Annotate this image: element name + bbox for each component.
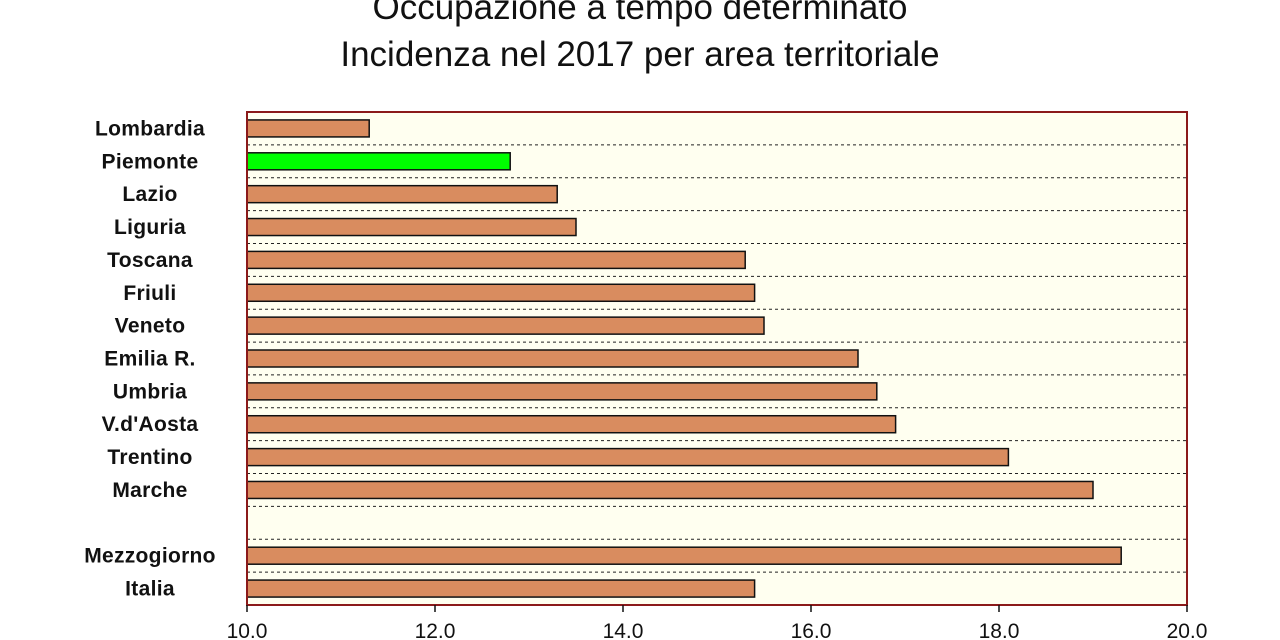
category-label: Lazio [122, 183, 177, 206]
category-label: Liguria [114, 216, 186, 239]
bar [246, 447, 1010, 467]
bar [246, 546, 1122, 565]
bar [246, 119, 370, 138]
x-tick-label: 10.0 [227, 620, 268, 640]
bar [246, 152, 511, 171]
category-label: Veneto [115, 315, 186, 338]
category-label: Piemonte [102, 150, 199, 173]
category-label: Toscana [107, 249, 193, 272]
category-label: Friuli [123, 282, 176, 305]
category-label: Trentino [107, 446, 192, 469]
category-label: Umbria [113, 380, 187, 403]
bar [246, 480, 1094, 500]
bar [246, 579, 756, 598]
bar [246, 414, 897, 434]
x-tick-label: 16.0 [791, 620, 832, 640]
category-label: V.d'Aosta [102, 413, 199, 436]
chart-subtitle: Incidenza nel 2017 per area territoriale [340, 35, 940, 74]
category-label: Marche [112, 479, 187, 502]
category-label: Lombardia [95, 117, 205, 140]
bar [246, 349, 859, 368]
bar [246, 250, 746, 270]
chart-title: Occupazione a tempo determinato [372, 0, 908, 27]
x-tick-label: 18.0 [979, 620, 1020, 640]
bar [246, 283, 756, 303]
category-label: Mezzogiorno [84, 545, 216, 568]
bar [246, 316, 765, 335]
x-tick-label: 20.0 [1167, 620, 1208, 640]
bar [246, 184, 558, 204]
x-tick-label: 12.0 [415, 620, 456, 640]
category-label: Italia [125, 578, 175, 601]
bar [246, 217, 577, 237]
plot-frame [246, 111, 1188, 606]
category-label: Emilia R. [104, 348, 195, 371]
x-tick-label: 14.0 [603, 620, 644, 640]
bar [246, 382, 878, 401]
